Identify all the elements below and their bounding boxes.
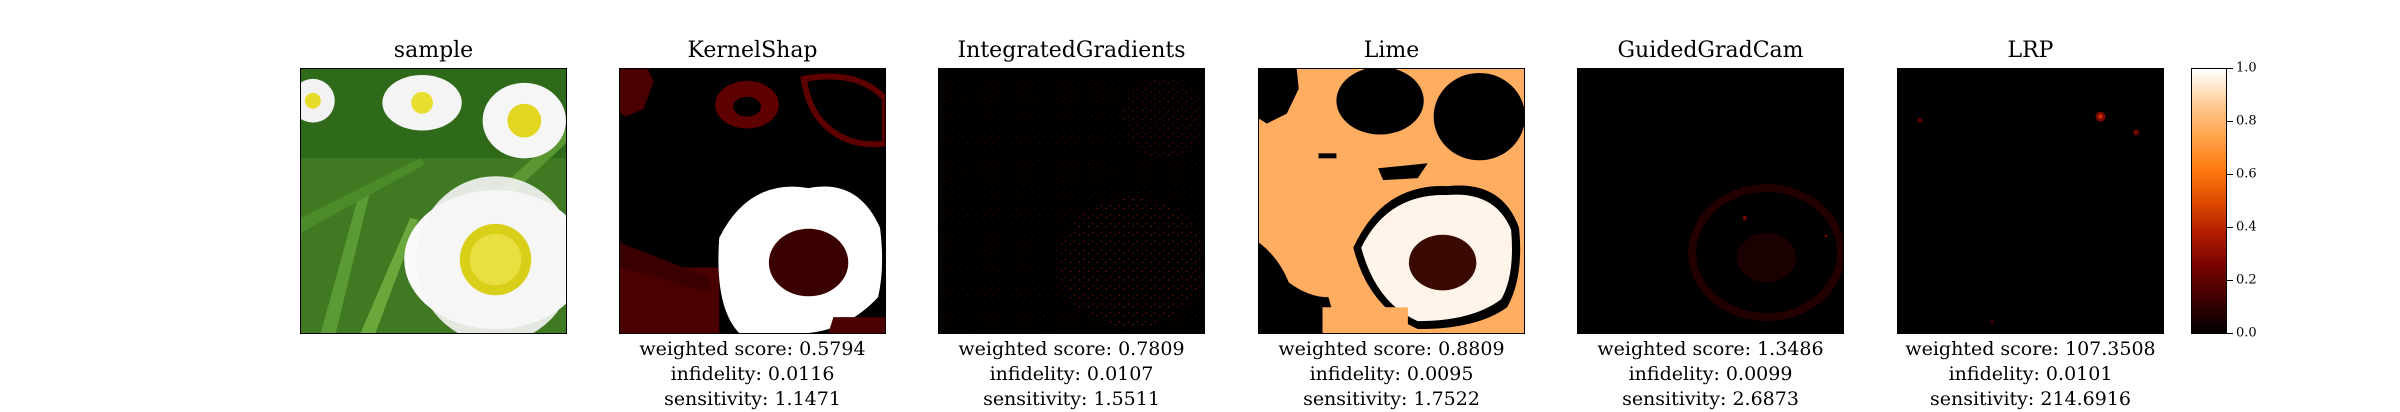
colorbar-tick-label: 0.6	[2236, 166, 2257, 182]
weighted-score: weighted score: 1.3486	[1597, 338, 1824, 360]
colorbar-tick-label: 0.2	[2236, 272, 2257, 288]
panel-lime: Lime weighted score: 0.8809 infidelity: …	[1258, 0, 1525, 410]
colorbar-tick-label: 0.8	[2236, 113, 2257, 129]
panel-kernelshap: KernelShap weighted score: 0.5794 infide…	[619, 0, 886, 410]
lrp-heatmap	[1898, 69, 2163, 333]
panel-title: KernelShap	[687, 38, 818, 63]
panel-sample: sample	[300, 0, 567, 400]
metrics-block: weighted score: 0.7809 infidelity: 0.010…	[898, 337, 1245, 412]
infidelity: infidelity: 0.0095	[1309, 363, 1474, 385]
metrics-block: weighted score: 0.8809 infidelity: 0.009…	[1218, 337, 1565, 412]
colorbar-tick	[2227, 280, 2233, 281]
weighted-score: weighted score: 107.3508	[1905, 338, 2156, 360]
panel-title: Lime	[1363, 38, 1420, 63]
panel-guidedgradcam: GuidedGradCam weighted score: 1.3486 inf…	[1577, 0, 1844, 410]
infidelity: infidelity: 0.0107	[989, 363, 1154, 385]
colorbar-tick	[2227, 333, 2233, 334]
panel-title: GuidedGradCam	[1617, 38, 1804, 63]
infidelity: infidelity: 0.0116	[670, 363, 835, 385]
colorbar-tick	[2227, 68, 2233, 69]
colorbar-tick-label: 1.0	[2236, 60, 2257, 76]
integratedgradients-heatmap	[939, 69, 1204, 333]
panel-lrp: LRP weighted score: 107.3508 infidelity:…	[1897, 0, 2164, 410]
guidedgradcam-heatmap	[1578, 69, 1843, 333]
lrp-attribution-map	[1897, 68, 2164, 334]
colorbar-tick	[2227, 174, 2233, 175]
metrics-block: weighted score: 0.5794 infidelity: 0.011…	[579, 337, 926, 412]
lime-heatmap	[1259, 69, 1524, 333]
weighted-score: weighted score: 0.8809	[1278, 338, 1505, 360]
colorbar-tick	[2227, 227, 2233, 228]
sample-image	[300, 68, 567, 334]
metrics-block: weighted score: 107.3508 infidelity: 0.0…	[1857, 337, 2204, 412]
weighted-score: weighted score: 0.5794	[639, 338, 866, 360]
colorbar-gradient	[2191, 68, 2227, 334]
daisy-photo	[301, 69, 566, 333]
panel-title: IntegratedGradients	[957, 38, 1186, 63]
colorbar-tick-label: 0.4	[2236, 219, 2257, 235]
kernelshap-heatmap	[620, 69, 885, 333]
lime-attribution-map	[1258, 68, 1525, 334]
panel-title: LRP	[2007, 38, 2054, 63]
integratedgradients-attribution-map	[938, 68, 1205, 334]
guidedgradcam-attribution-map	[1577, 68, 1844, 334]
panel-title: sample	[393, 38, 474, 63]
colorbar-tick	[2227, 121, 2233, 122]
weighted-score: weighted score: 0.7809	[958, 338, 1185, 360]
infidelity: infidelity: 0.0101	[1948, 363, 2113, 385]
panel-integratedgradients: IntegratedGradients weighted score: 0.78…	[938, 0, 1205, 410]
metrics-block: weighted score: 1.3486 infidelity: 0.009…	[1537, 337, 1884, 412]
colorbar-tick-label: 0.0	[2236, 325, 2257, 341]
kernelshap-attribution-map	[619, 68, 886, 334]
infidelity: infidelity: 0.0099	[1628, 363, 1793, 385]
colorbar: 1.0 0.8 0.6 0.4 0.2 0.0	[2191, 61, 2311, 341]
